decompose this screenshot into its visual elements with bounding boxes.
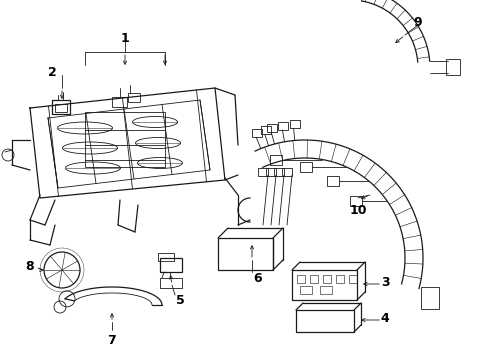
- Bar: [335, 275, 343, 283]
- Text: 8: 8: [26, 261, 34, 274]
- Text: 9: 9: [413, 15, 422, 28]
- Bar: [299, 286, 311, 294]
- Bar: [128, 93, 140, 102]
- Bar: [260, 126, 270, 134]
- Bar: [420, 287, 438, 309]
- Text: 4: 4: [380, 311, 388, 324]
- Bar: [160, 278, 182, 288]
- Bar: [267, 125, 277, 132]
- Bar: [158, 253, 174, 261]
- Bar: [326, 176, 339, 186]
- Bar: [296, 275, 305, 283]
- Bar: [295, 310, 353, 332]
- Bar: [270, 154, 282, 165]
- Bar: [252, 130, 262, 138]
- Text: 7: 7: [107, 333, 116, 346]
- Text: 1: 1: [121, 31, 129, 45]
- Bar: [445, 59, 459, 75]
- Bar: [160, 258, 182, 272]
- Text: 10: 10: [348, 203, 366, 216]
- Bar: [258, 168, 267, 176]
- Text: 3: 3: [380, 275, 388, 288]
- Bar: [218, 238, 272, 270]
- Bar: [323, 275, 330, 283]
- Bar: [112, 97, 127, 107]
- Bar: [309, 275, 317, 283]
- Bar: [291, 270, 356, 300]
- Text: 2: 2: [47, 66, 56, 78]
- Bar: [319, 286, 331, 294]
- Bar: [265, 168, 275, 176]
- Bar: [282, 168, 291, 176]
- Bar: [52, 100, 70, 114]
- Bar: [55, 104, 67, 112]
- Bar: [349, 195, 361, 206]
- Bar: [348, 275, 356, 283]
- Text: 5: 5: [175, 293, 184, 306]
- Bar: [85, 112, 164, 167]
- Text: 6: 6: [253, 271, 262, 284]
- Bar: [289, 121, 299, 129]
- Bar: [300, 162, 312, 172]
- Bar: [278, 122, 288, 130]
- Bar: [273, 168, 284, 176]
